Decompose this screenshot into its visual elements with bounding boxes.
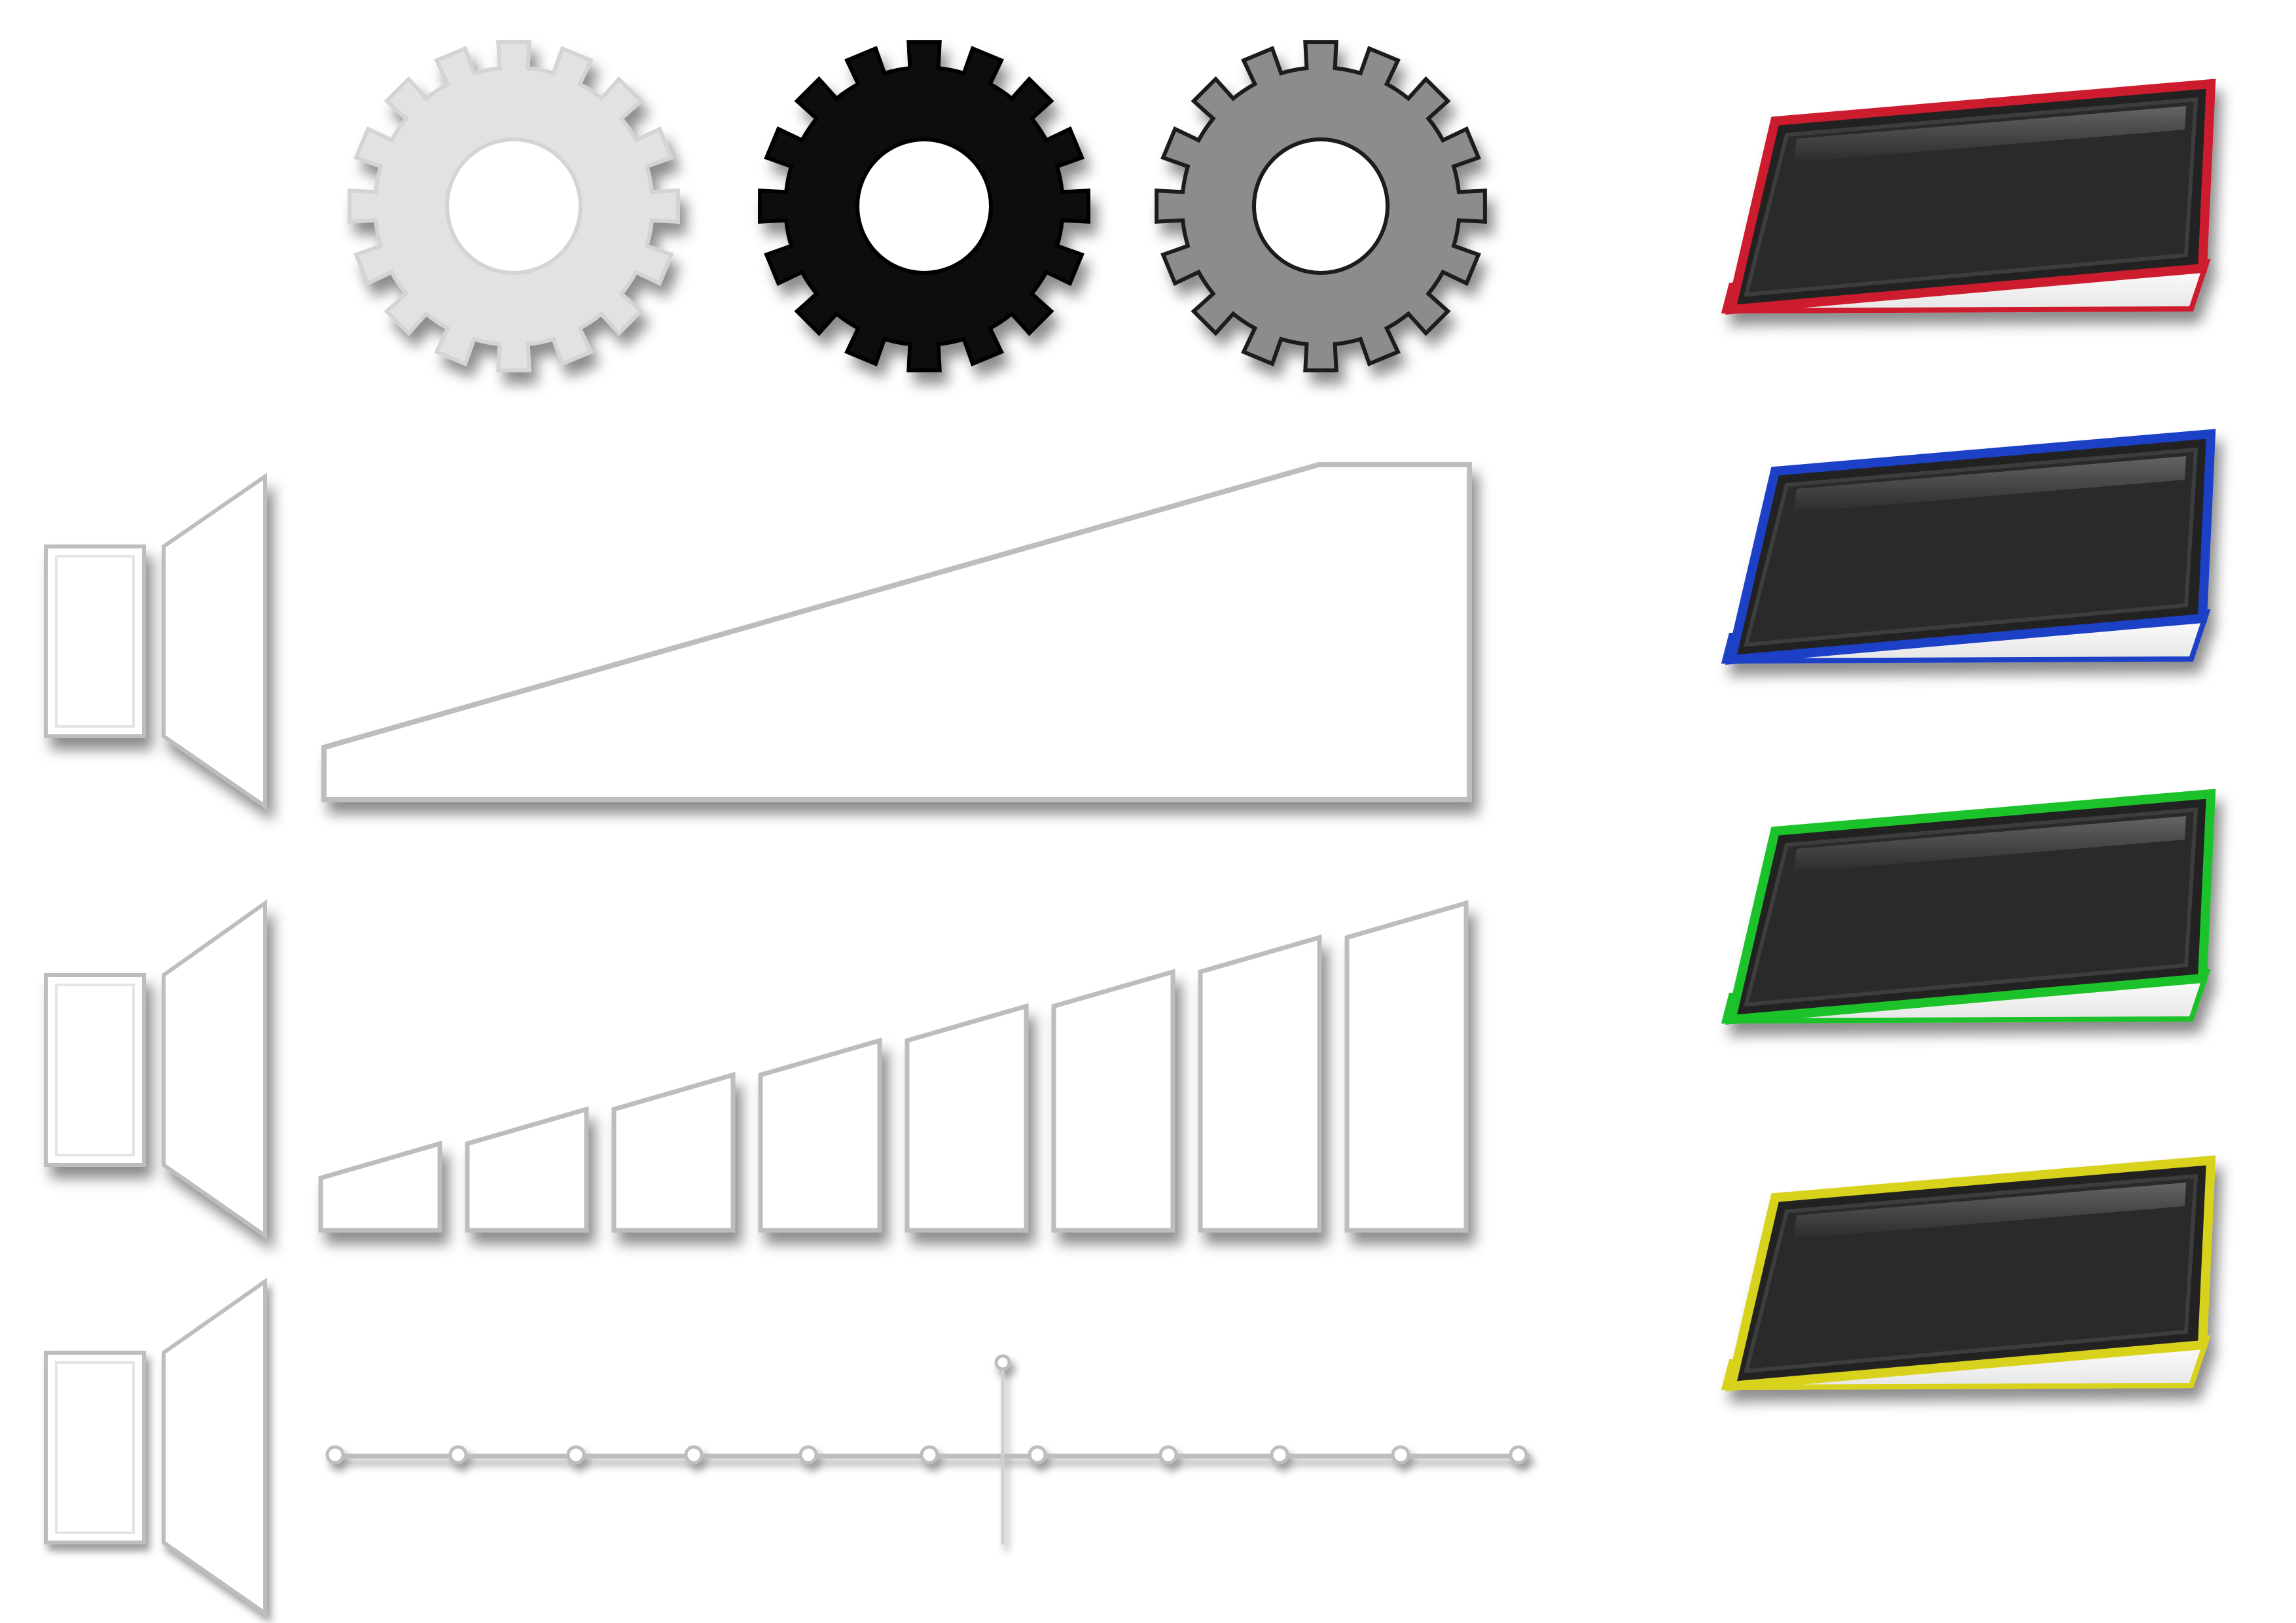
slider-tick [1028,1445,1047,1465]
panel-gloss [1793,1183,2186,1239]
gear-row [348,40,1487,372]
panel-red[interactable] [1721,79,2216,315]
slider-tick [566,1445,586,1465]
volume-step-bar[interactable] [1344,900,1469,1233]
slider-tick [684,1445,704,1465]
volume-step-bar[interactable] [1198,934,1322,1233]
panel-gloss [1793,456,2186,512]
gear-gray-icon [1155,40,1487,372]
volume-step-bar[interactable] [318,1140,442,1233]
volume-step-bar[interactable] [1051,969,1175,1233]
gear-light-icon [348,40,680,372]
slider-thumb-knob[interactable] [994,1354,1011,1371]
volume-control-stepped[interactable] [44,899,1469,1240]
volume-step-bar[interactable] [905,1003,1029,1233]
panel-gloss [1793,816,2186,872]
panel-gloss [1793,106,2186,162]
speaker-icon[interactable] [44,899,267,1240]
slider-tick [1391,1445,1410,1465]
volume-control-slider[interactable] [44,1277,1531,1617]
slider-tick [1270,1445,1289,1465]
volume-step-bar[interactable] [465,1106,589,1233]
gear-hole [855,137,993,275]
slider-tick [325,1445,345,1465]
slider-tick [920,1445,939,1465]
speaker-icon[interactable] [44,473,267,810]
panel-blue[interactable] [1721,429,2216,665]
volume-step-bar[interactable] [611,1071,736,1233]
volume-control-continuous[interactable] [44,462,1472,810]
volume-step-bar[interactable] [758,1037,882,1233]
gear-hole [445,137,583,275]
gear-black-icon [758,40,1090,372]
slider-tick [1158,1445,1178,1465]
gear-hole [1252,137,1390,275]
panel-yellow[interactable] [1721,1155,2216,1391]
panel-column [1721,79,2216,1391]
slider-tick [1509,1445,1528,1465]
speaker-icon[interactable] [44,1277,267,1617]
volume-ramp[interactable] [321,462,1472,802]
slider-tick [448,1445,468,1465]
slider-tick [798,1445,818,1465]
panel-green[interactable] [1721,789,2216,1025]
